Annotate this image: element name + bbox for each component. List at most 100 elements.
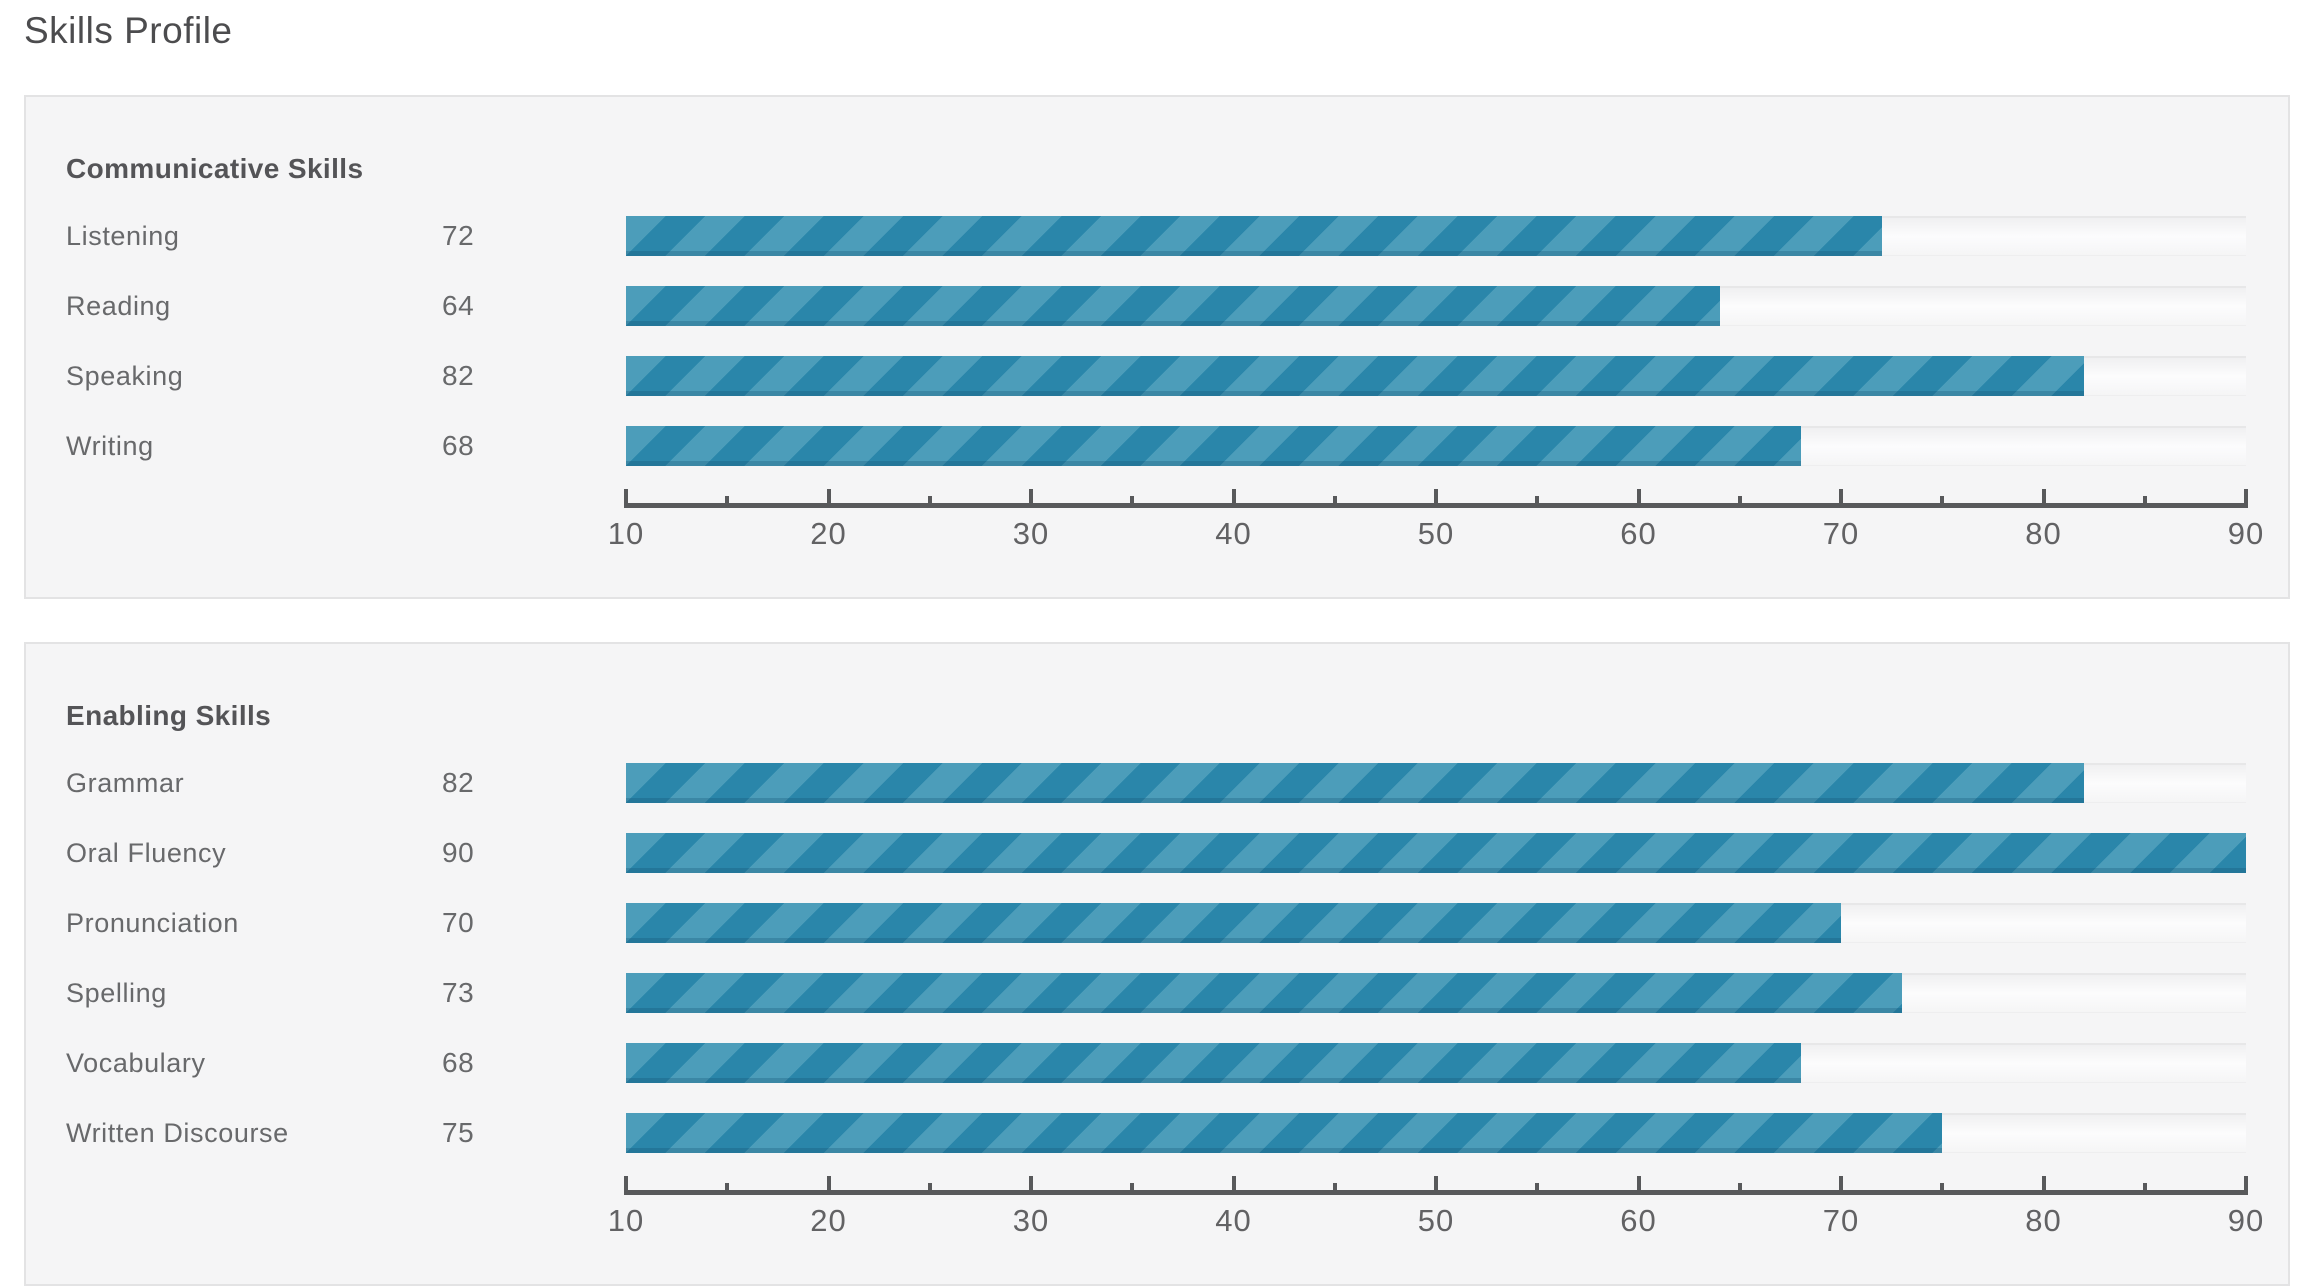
score-bar-fill bbox=[626, 1113, 1943, 1153]
axis-major-tick bbox=[2041, 1176, 2046, 1195]
axis-major-tick bbox=[1839, 1176, 1843, 1195]
skill-score: 72 bbox=[442, 220, 475, 251]
skill-row: Grammar 82 bbox=[66, 748, 2246, 818]
axis-minor-tick bbox=[1737, 496, 1742, 508]
axis-major-tick bbox=[1231, 489, 1236, 508]
axis-major-tick bbox=[1434, 489, 1438, 508]
skill-row: Oral Fluency 90 bbox=[66, 818, 2246, 888]
axis-major-tick bbox=[624, 1176, 628, 1195]
score-bar-fill bbox=[626, 903, 1841, 943]
panel-rows: Grammar 82 Oral Fluency 90 Pronunciation… bbox=[66, 748, 2246, 1168]
score-bar-track bbox=[626, 833, 2246, 873]
skill-row: Listening 72 bbox=[66, 201, 2246, 271]
skill-label: Listening bbox=[66, 220, 180, 251]
skill-score: 68 bbox=[442, 430, 475, 461]
axis-minor-tick bbox=[1130, 1183, 1135, 1195]
axis-tick-label: 90 bbox=[2227, 1203, 2265, 1238]
skill-row: Pronunciation 70 bbox=[66, 888, 2246, 958]
skill-label: Oral Fluency bbox=[66, 837, 227, 868]
axis-tick-label: 60 bbox=[1620, 516, 1657, 551]
skill-row: Speaking 82 bbox=[66, 341, 2246, 411]
axis-major-tick bbox=[2244, 1176, 2248, 1195]
skill-label: Spelling bbox=[66, 977, 167, 1008]
axis-tick-label: 10 bbox=[607, 516, 645, 551]
score-bar-fill bbox=[626, 763, 2084, 803]
panel-title: Enabling Skills bbox=[66, 700, 272, 731]
skill-row: Spelling 73 bbox=[66, 958, 2246, 1028]
axis-major-tick bbox=[1029, 489, 1033, 508]
skill-score: 82 bbox=[442, 767, 475, 798]
axis-major-tick bbox=[624, 489, 628, 508]
score-axis: 10 20 30 40 50 60 70 80 90 bbox=[608, 489, 2263, 553]
skill-label: Written Discourse bbox=[66, 1117, 289, 1148]
skill-score: 64 bbox=[442, 290, 475, 321]
axis-tick-label: 50 bbox=[1417, 516, 1455, 551]
skill-score: 90 bbox=[442, 837, 475, 868]
axis-major-tick bbox=[1029, 1176, 1033, 1195]
axis-tick-label: 60 bbox=[1620, 1203, 1657, 1238]
axis-minor-tick bbox=[1535, 1183, 1540, 1195]
axis-tick-label: 80 bbox=[2025, 1203, 2062, 1238]
axis-tick-label: 30 bbox=[1012, 1203, 1050, 1238]
axis-minor-tick bbox=[1332, 1183, 1337, 1195]
panels-container: Communicative Skills Listening 72 Readin… bbox=[24, 95, 2290, 1286]
score-axis: 10 20 30 40 50 60 70 80 90 bbox=[608, 1176, 2263, 1240]
score-bar-track bbox=[626, 286, 2246, 326]
skills-panel: Enabling Skills Grammar 82 Oral Fluency … bbox=[24, 642, 2290, 1286]
axis-minor-tick bbox=[2142, 496, 2147, 508]
score-bar-track bbox=[626, 356, 2246, 396]
score-bar-track bbox=[626, 763, 2246, 803]
score-bar-track bbox=[626, 426, 2246, 466]
axis-tick-label: 40 bbox=[1215, 516, 1252, 551]
axis-tick-label: 80 bbox=[2025, 516, 2062, 551]
axis-minor-tick bbox=[725, 496, 730, 508]
axis-tick-label: 90 bbox=[2227, 516, 2265, 551]
skills-panel: Communicative Skills Listening 72 Readin… bbox=[24, 95, 2290, 599]
axis-minor-tick bbox=[1332, 496, 1337, 508]
skill-row: Written Discourse 75 bbox=[66, 1098, 2246, 1168]
skill-label: Speaking bbox=[66, 360, 184, 391]
axis-tick-label: 40 bbox=[1215, 1203, 1252, 1238]
axis-minor-tick bbox=[927, 1183, 932, 1195]
axis-tick-label: 30 bbox=[1012, 516, 1050, 551]
score-bar-track bbox=[626, 1113, 2246, 1153]
score-bar-track bbox=[626, 973, 2246, 1013]
skill-score: 82 bbox=[442, 360, 475, 391]
skill-label: Grammar bbox=[66, 767, 185, 798]
skill-label: Pronunciation bbox=[66, 907, 239, 938]
score-bar-fill bbox=[626, 833, 2246, 873]
axis-minor-tick bbox=[927, 496, 932, 508]
score-bar-fill bbox=[626, 973, 1902, 1013]
axis-minor-tick bbox=[1940, 496, 1945, 508]
panel-title: Communicative Skills bbox=[66, 153, 364, 184]
skill-score: 70 bbox=[442, 907, 475, 938]
axis-tick-label: 50 bbox=[1417, 1203, 1455, 1238]
skill-label: Vocabulary bbox=[66, 1047, 206, 1078]
axis-major-tick bbox=[1636, 1176, 1641, 1195]
axis-tick-label: 10 bbox=[607, 1203, 645, 1238]
score-bar-track bbox=[626, 216, 2246, 256]
score-bar-fill bbox=[626, 216, 1882, 256]
axis-major-tick bbox=[1636, 489, 1641, 508]
axis-major-tick bbox=[826, 1176, 831, 1195]
axis-major-tick bbox=[826, 489, 831, 508]
skill-score: 75 bbox=[442, 1117, 475, 1148]
axis-tick-label: 20 bbox=[810, 1203, 847, 1238]
axis-major-tick bbox=[1434, 1176, 1438, 1195]
skill-row: Vocabulary 68 bbox=[66, 1028, 2246, 1098]
panel-rows: Listening 72 Reading 64 Speaking 82 Writ… bbox=[66, 201, 2246, 481]
axis-tick-label: 20 bbox=[810, 516, 847, 551]
axis-minor-tick bbox=[1535, 496, 1540, 508]
axis-minor-tick bbox=[1737, 1183, 1742, 1195]
axis-tick-label: 70 bbox=[1822, 516, 1860, 551]
score-bar-fill bbox=[626, 426, 1801, 466]
axis-minor-tick bbox=[1130, 496, 1135, 508]
axis-major-tick bbox=[1231, 1176, 1236, 1195]
axis-major-tick bbox=[2041, 489, 2046, 508]
axis-minor-tick bbox=[1940, 1183, 1945, 1195]
score-bar-track bbox=[626, 903, 2246, 943]
score-bar-fill bbox=[626, 1043, 1801, 1083]
axis-major-tick bbox=[1839, 489, 1843, 508]
score-bar-track bbox=[626, 1043, 2246, 1083]
